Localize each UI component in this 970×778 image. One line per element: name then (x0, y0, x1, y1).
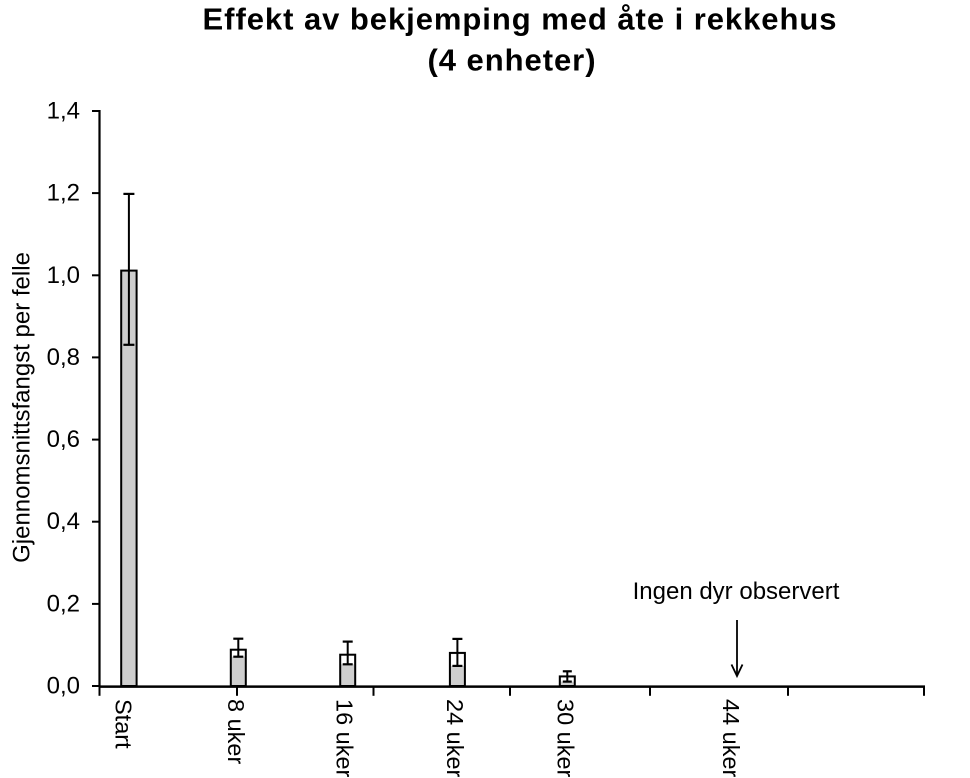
svg-text:1,0: 1,0 (47, 262, 80, 289)
svg-text:16 uker: 16 uker (332, 699, 358, 778)
svg-text:0,2: 0,2 (47, 590, 80, 617)
svg-text:0,6: 0,6 (47, 426, 80, 453)
svg-text:30 uker: 30 uker (552, 699, 578, 778)
svg-text:Start: Start (111, 699, 137, 749)
svg-text:Ingen dyr observert: Ingen dyr observert (633, 578, 840, 605)
svg-text:Effekt av bekjemping med åte i: Effekt av bekjemping med åte i rekkehus (203, 2, 838, 37)
svg-text:8 uker: 8 uker (223, 699, 249, 764)
svg-text:Gjennomsnittsfangst per felle: Gjennomsnittsfangst per felle (9, 252, 36, 563)
svg-text:24 uker: 24 uker (442, 699, 468, 778)
svg-text:(4 enheter): (4 enheter) (428, 43, 597, 78)
svg-text:0,8: 0,8 (47, 344, 80, 371)
svg-text:1,4: 1,4 (47, 98, 80, 125)
svg-text:1,2: 1,2 (47, 180, 80, 207)
svg-text:44 uker: 44 uker (718, 699, 744, 778)
svg-text:0,4: 0,4 (47, 508, 80, 535)
svg-text:0,0: 0,0 (47, 673, 80, 700)
